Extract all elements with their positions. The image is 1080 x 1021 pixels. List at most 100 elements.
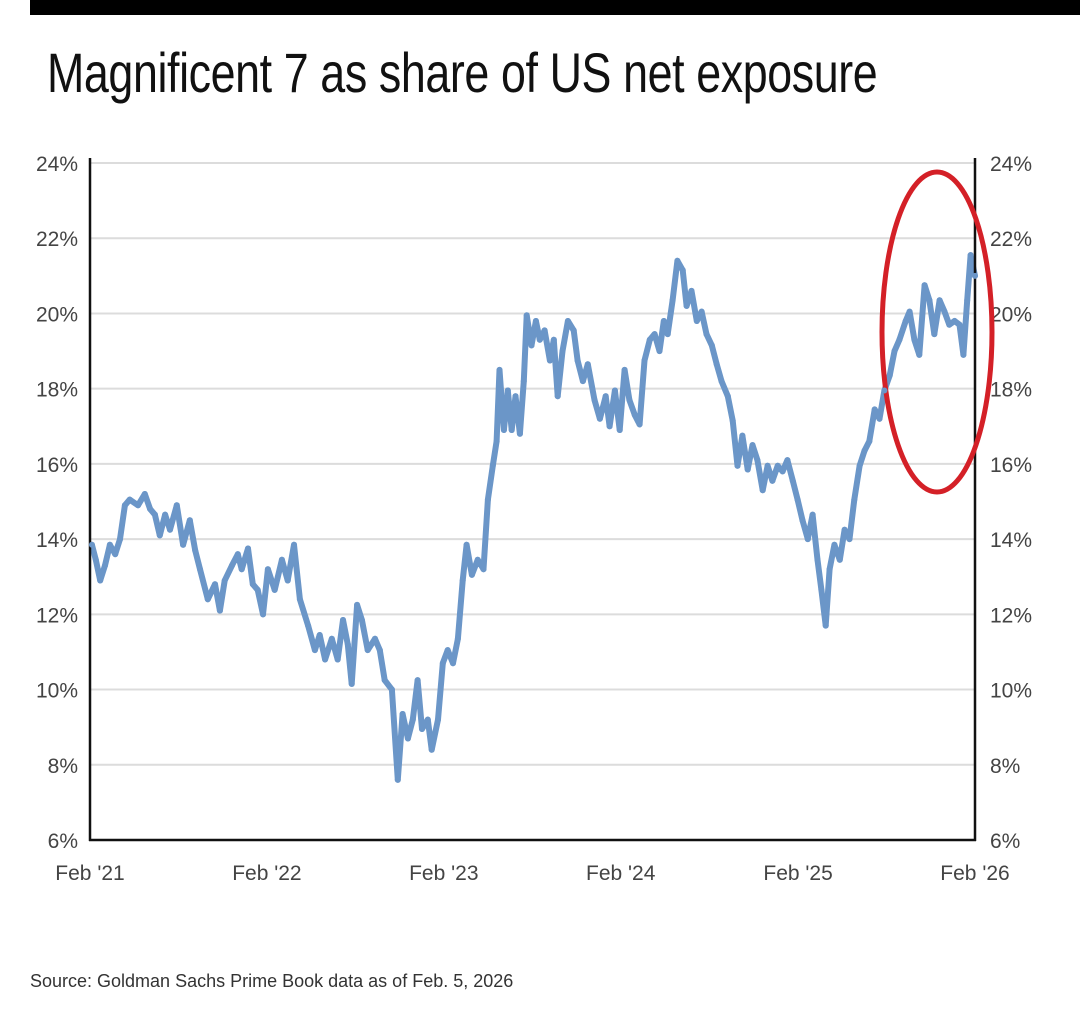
y-tick-label-right: 24% — [990, 153, 1032, 176]
data-point — [759, 487, 766, 494]
data-point — [245, 545, 252, 552]
data-point — [418, 726, 425, 733]
data-point — [271, 586, 278, 593]
top-black-bar — [30, 0, 1080, 15]
data-point — [316, 632, 323, 639]
chart-title: Magnificent 7 as share of US net exposur… — [47, 41, 878, 104]
data-point — [804, 536, 811, 543]
data-point — [520, 378, 527, 385]
data-point — [809, 511, 816, 518]
data-point — [641, 357, 648, 364]
data-point — [602, 393, 609, 400]
data-point — [192, 547, 199, 554]
data-point — [554, 393, 561, 400]
gridlines — [90, 162, 975, 766]
x-tick-label: Feb '23 — [409, 862, 478, 885]
y-tick-label-right: 10% — [990, 680, 1032, 703]
data-point — [921, 282, 928, 289]
data-point — [631, 411, 638, 418]
data-point — [264, 566, 271, 573]
data-point — [876, 415, 883, 422]
data-point — [260, 611, 267, 618]
data-point — [291, 541, 298, 548]
data-point — [354, 601, 361, 608]
data-point — [936, 297, 943, 304]
data-point — [926, 297, 933, 304]
data-point — [744, 466, 751, 473]
data-point — [106, 541, 113, 548]
series-line — [88, 252, 978, 783]
data-point — [626, 396, 633, 403]
data-point — [328, 635, 335, 642]
data-point — [311, 647, 318, 654]
data-point — [724, 393, 731, 400]
data-point — [141, 490, 148, 497]
data-point — [664, 331, 671, 338]
data-point — [902, 317, 909, 324]
data-point — [688, 287, 695, 294]
data-point — [611, 387, 618, 394]
data-point — [523, 312, 530, 319]
data-point — [450, 660, 457, 667]
x-tick-label: Feb '26 — [940, 862, 1009, 885]
data-point — [916, 351, 923, 358]
data-point — [729, 417, 736, 424]
data-point — [674, 257, 681, 264]
data-point — [151, 511, 158, 518]
x-tick-label: Feb '22 — [232, 862, 301, 885]
data-point — [512, 393, 519, 400]
data-point — [364, 647, 371, 654]
data-point — [186, 517, 193, 524]
data-point — [739, 432, 746, 439]
x-tick-labels: Feb '21 Feb '22 Feb '23 Feb '24 Feb '25 Feb '… — [55, 862, 1009, 885]
data-point — [679, 267, 686, 274]
x-tick-label: Feb '24 — [586, 862, 656, 885]
data-point — [550, 336, 557, 343]
data-point — [799, 517, 806, 524]
data-point — [484, 496, 491, 503]
data-point — [606, 423, 613, 430]
data-point — [424, 716, 431, 723]
x-tick-label: Feb '21 — [55, 862, 124, 885]
y-tick-label-right: 22% — [990, 228, 1032, 251]
data-point — [574, 357, 581, 364]
data-point — [404, 735, 411, 742]
y-tick-label-right: 6% — [990, 830, 1020, 853]
data-point — [546, 357, 553, 364]
data-point — [651, 331, 658, 338]
data-point — [348, 680, 355, 687]
y-tick-label-left: 24% — [36, 153, 78, 176]
data-point — [693, 317, 700, 324]
data-point — [861, 447, 868, 454]
data-point — [238, 566, 245, 573]
data-point — [221, 577, 228, 584]
data-point — [121, 502, 128, 509]
data-point — [463, 541, 470, 548]
data-point — [831, 541, 838, 548]
data-point — [532, 317, 539, 324]
data-point — [117, 536, 124, 543]
data-point — [794, 496, 801, 503]
y-tick-label-right: 16% — [990, 454, 1032, 477]
y-tick-label-right: 14% — [990, 529, 1032, 552]
data-point — [339, 616, 346, 623]
data-point — [564, 317, 571, 324]
data-point — [886, 372, 893, 379]
data-point — [394, 776, 401, 783]
data-point — [734, 462, 741, 469]
data-point — [708, 342, 715, 349]
y-tick-label-left: 14% — [36, 529, 78, 552]
data-point — [570, 327, 577, 334]
data-point — [846, 536, 853, 543]
data-point — [434, 716, 441, 723]
data-point — [278, 556, 285, 563]
data-point — [856, 462, 863, 469]
y-tick-label-left: 16% — [36, 454, 78, 477]
data-point — [500, 427, 507, 434]
data-point — [480, 566, 487, 573]
data-point — [784, 457, 791, 464]
data-point — [779, 468, 786, 475]
data-point — [541, 327, 548, 334]
data-point — [454, 635, 461, 642]
data-point — [881, 387, 888, 394]
